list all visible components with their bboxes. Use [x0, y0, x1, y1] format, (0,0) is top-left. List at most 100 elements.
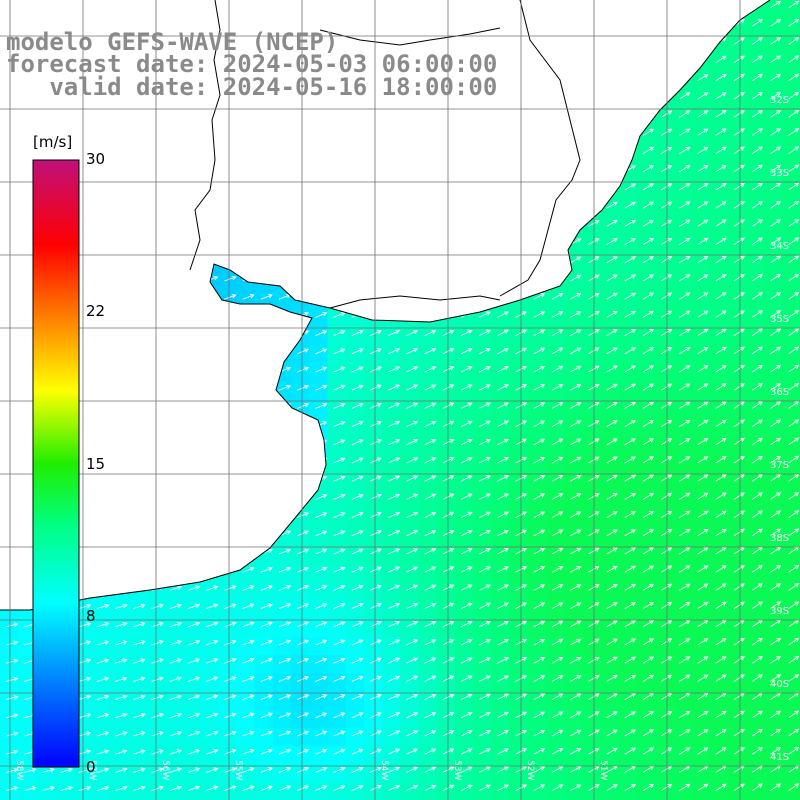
wind-arrow — [497, 566, 509, 573]
speed-cell — [327, 527, 347, 547]
speed-cell — [764, 18, 784, 37]
speed-cell — [728, 218, 747, 238]
wind-arrow — [333, 639, 346, 646]
speed-cell — [709, 291, 729, 310]
speed-cell — [327, 382, 347, 401]
speed-cell — [782, 673, 800, 693]
speed-cell — [746, 637, 765, 656]
wind-arrow — [206, 658, 219, 664]
forecast-date: forecast date: 2024-05-03 06:00:00 — [6, 50, 498, 78]
speed-cell — [546, 546, 565, 565]
wind-arrow — [169, 603, 183, 610]
speed-cell — [746, 163, 765, 183]
wind-arrow — [479, 766, 491, 773]
wind-arrow — [78, 767, 92, 773]
speed-cell — [182, 673, 201, 693]
speed-cell — [218, 728, 238, 747]
wind-arrow — [133, 749, 146, 755]
speed-cell — [564, 473, 583, 492]
wind-arrow — [770, 419, 782, 427]
speed-cell — [564, 400, 583, 420]
speed-cell — [546, 527, 565, 547]
wind-arrow — [660, 547, 673, 555]
wind-arrow — [788, 510, 800, 518]
speed-cell — [491, 764, 511, 784]
wind-arrow — [533, 293, 546, 300]
speed-cell — [709, 691, 729, 711]
speed-cell — [746, 600, 765, 620]
speed-cell — [655, 764, 674, 784]
wind-arrow — [697, 674, 709, 682]
speed-cell — [109, 691, 128, 711]
wind-arrow — [642, 292, 655, 300]
wind-arrow — [424, 639, 437, 646]
speed-cell — [600, 400, 620, 420]
wind-arrow — [551, 748, 564, 755]
wind-arrow — [551, 402, 564, 409]
wind-arrow — [369, 566, 382, 573]
wind-arrow — [697, 783, 709, 791]
wind-arrow — [369, 693, 382, 701]
speed-cell — [618, 382, 638, 401]
wind-arrow — [642, 365, 655, 373]
speed-cell — [509, 637, 529, 656]
wind-arrow — [278, 694, 292, 701]
wind-arrow — [351, 384, 364, 391]
wind-arrow — [460, 548, 473, 555]
speed-cell — [600, 236, 620, 256]
speed-cell — [455, 327, 474, 347]
speed-cell — [327, 436, 347, 456]
wind-arrow — [406, 602, 419, 610]
wind-arrow — [642, 238, 655, 245]
speed-cell — [764, 364, 784, 383]
wind-arrow — [78, 622, 92, 628]
wind-arrow — [624, 765, 637, 773]
speed-cell — [491, 564, 511, 583]
wind-arrow — [369, 493, 382, 500]
speed-cell — [509, 509, 529, 529]
speed-cell — [473, 637, 492, 656]
speed-cell — [709, 345, 729, 365]
speed-cell — [18, 655, 37, 674]
wind-arrow — [224, 621, 237, 628]
speed-cell — [655, 109, 674, 128]
wind-arrow — [697, 747, 709, 755]
wind-arrow — [151, 603, 164, 610]
wind-arrow — [642, 547, 655, 555]
speed-cell — [309, 673, 329, 693]
wind-arrow — [406, 348, 419, 355]
wind-arrow — [406, 457, 419, 464]
wind-arrow — [297, 548, 310, 555]
speed-cell — [309, 400, 329, 420]
wind-arrow — [242, 621, 255, 628]
wind-arrow — [679, 510, 691, 518]
wind-arrow — [406, 766, 419, 773]
wind-arrow — [569, 329, 582, 336]
wind-arrow — [770, 674, 782, 682]
wind-arrow — [642, 347, 655, 355]
speed-cell — [782, 109, 800, 128]
speed-cell — [509, 455, 529, 474]
speed-cell — [582, 236, 602, 256]
wind-arrow — [224, 785, 237, 792]
wind-arrow — [770, 55, 782, 63]
wind-arrow — [187, 621, 201, 628]
speed-cell — [273, 782, 292, 800]
speed-cell — [200, 746, 219, 765]
wind-arrow — [497, 493, 509, 500]
wind-arrow — [569, 256, 582, 264]
wind-arrow — [624, 383, 637, 391]
wind-arrow — [551, 365, 564, 373]
speed-cell — [764, 564, 784, 583]
wind-arrow — [388, 366, 401, 373]
speed-cell — [436, 746, 456, 765]
speed-cell — [0, 691, 19, 711]
wind-arrow — [424, 329, 437, 337]
speed-cell — [637, 436, 656, 456]
speed-cell — [637, 418, 656, 438]
wind-arrow — [388, 730, 401, 737]
speed-cell — [18, 782, 37, 800]
wind-arrow — [751, 255, 763, 264]
wind-arrow — [369, 621, 382, 628]
wind-arrow — [115, 640, 128, 646]
